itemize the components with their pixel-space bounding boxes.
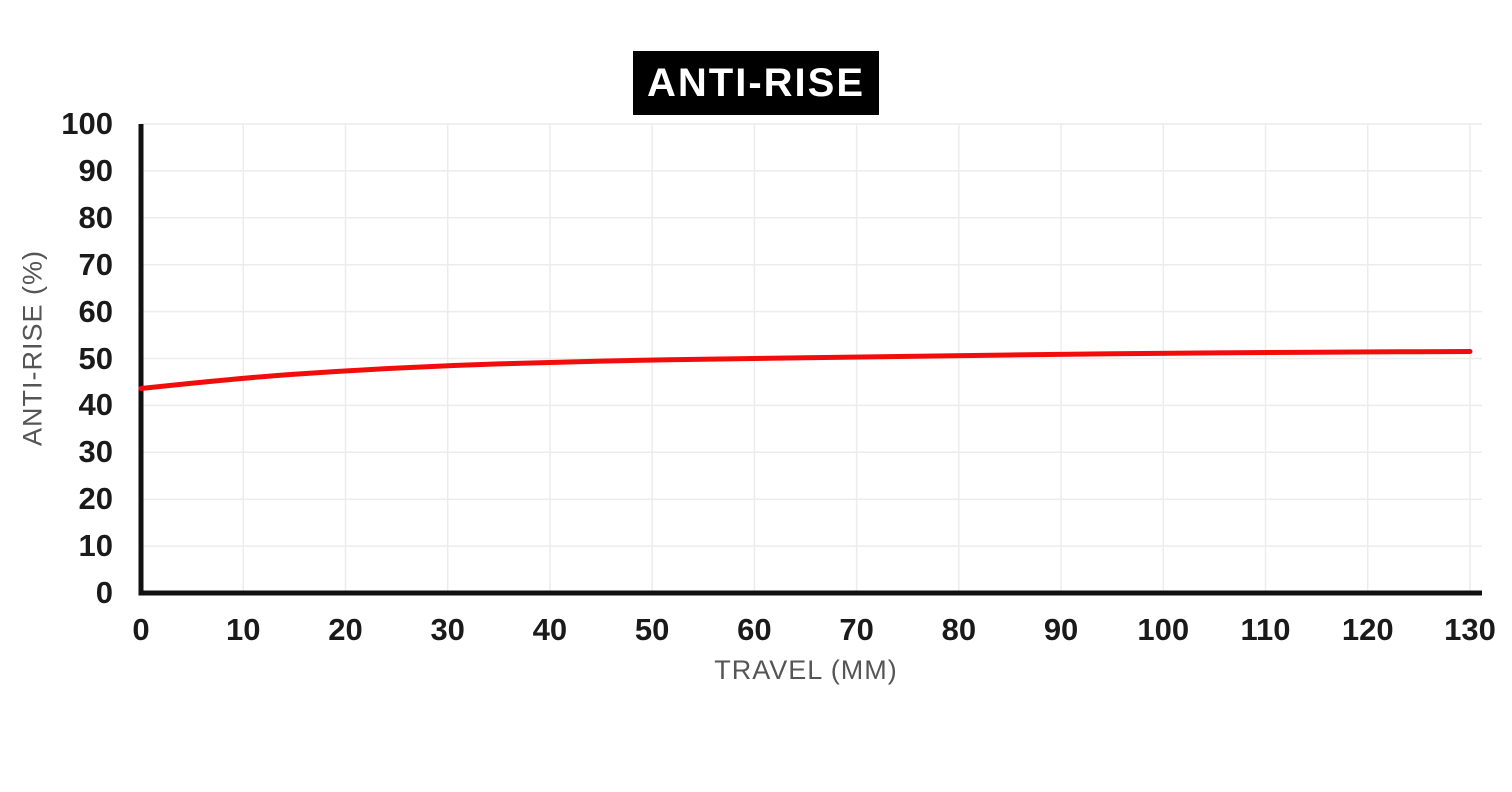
x-tick-label-7: 70 [839, 612, 874, 647]
x-axis-title: TRAVEL (MM) [714, 655, 898, 685]
y-tick-label-3: 30 [78, 434, 113, 470]
x-tick-label-11: 110 [1240, 612, 1291, 647]
chart-title: ANTI-RISE [633, 51, 879, 115]
y-tick-label-9: 90 [78, 152, 113, 188]
x-tick-label-2: 20 [328, 612, 363, 647]
y-tick-label-6: 60 [78, 293, 113, 329]
y-tick-label-7: 70 [78, 246, 113, 282]
y-tick-label-4: 40 [78, 387, 113, 423]
x-tick-label-13: 130 [1444, 612, 1496, 647]
x-tick-label-0: 0 [132, 612, 150, 647]
x-tick-label-8: 80 [941, 612, 977, 647]
y-tick-label-8: 80 [78, 199, 113, 235]
anti-rise-curve [138, 349, 1473, 391]
x-tick-label-9: 90 [1043, 612, 1079, 647]
y-tick-label-2: 20 [78, 481, 113, 517]
y-tick-label-1: 10 [78, 528, 113, 564]
y-tick-label-10: 100 [61, 106, 113, 141]
x-tick-label-4: 40 [532, 612, 568, 647]
y-tick-label-5: 50 [78, 340, 113, 376]
x-tick-label-3: 30 [430, 612, 465, 647]
x-tick-label-6: 60 [737, 612, 772, 647]
x-tick-label-5: 50 [634, 612, 670, 647]
y-axis-title: ANTI-RISE (%) [17, 249, 48, 447]
x-tick-label-12: 120 [1341, 612, 1394, 647]
x-tick-label-1: 10 [225, 612, 261, 647]
x-tick-label-10: 100 [1137, 612, 1190, 647]
y-tick-label-0: 0 [95, 575, 113, 610]
